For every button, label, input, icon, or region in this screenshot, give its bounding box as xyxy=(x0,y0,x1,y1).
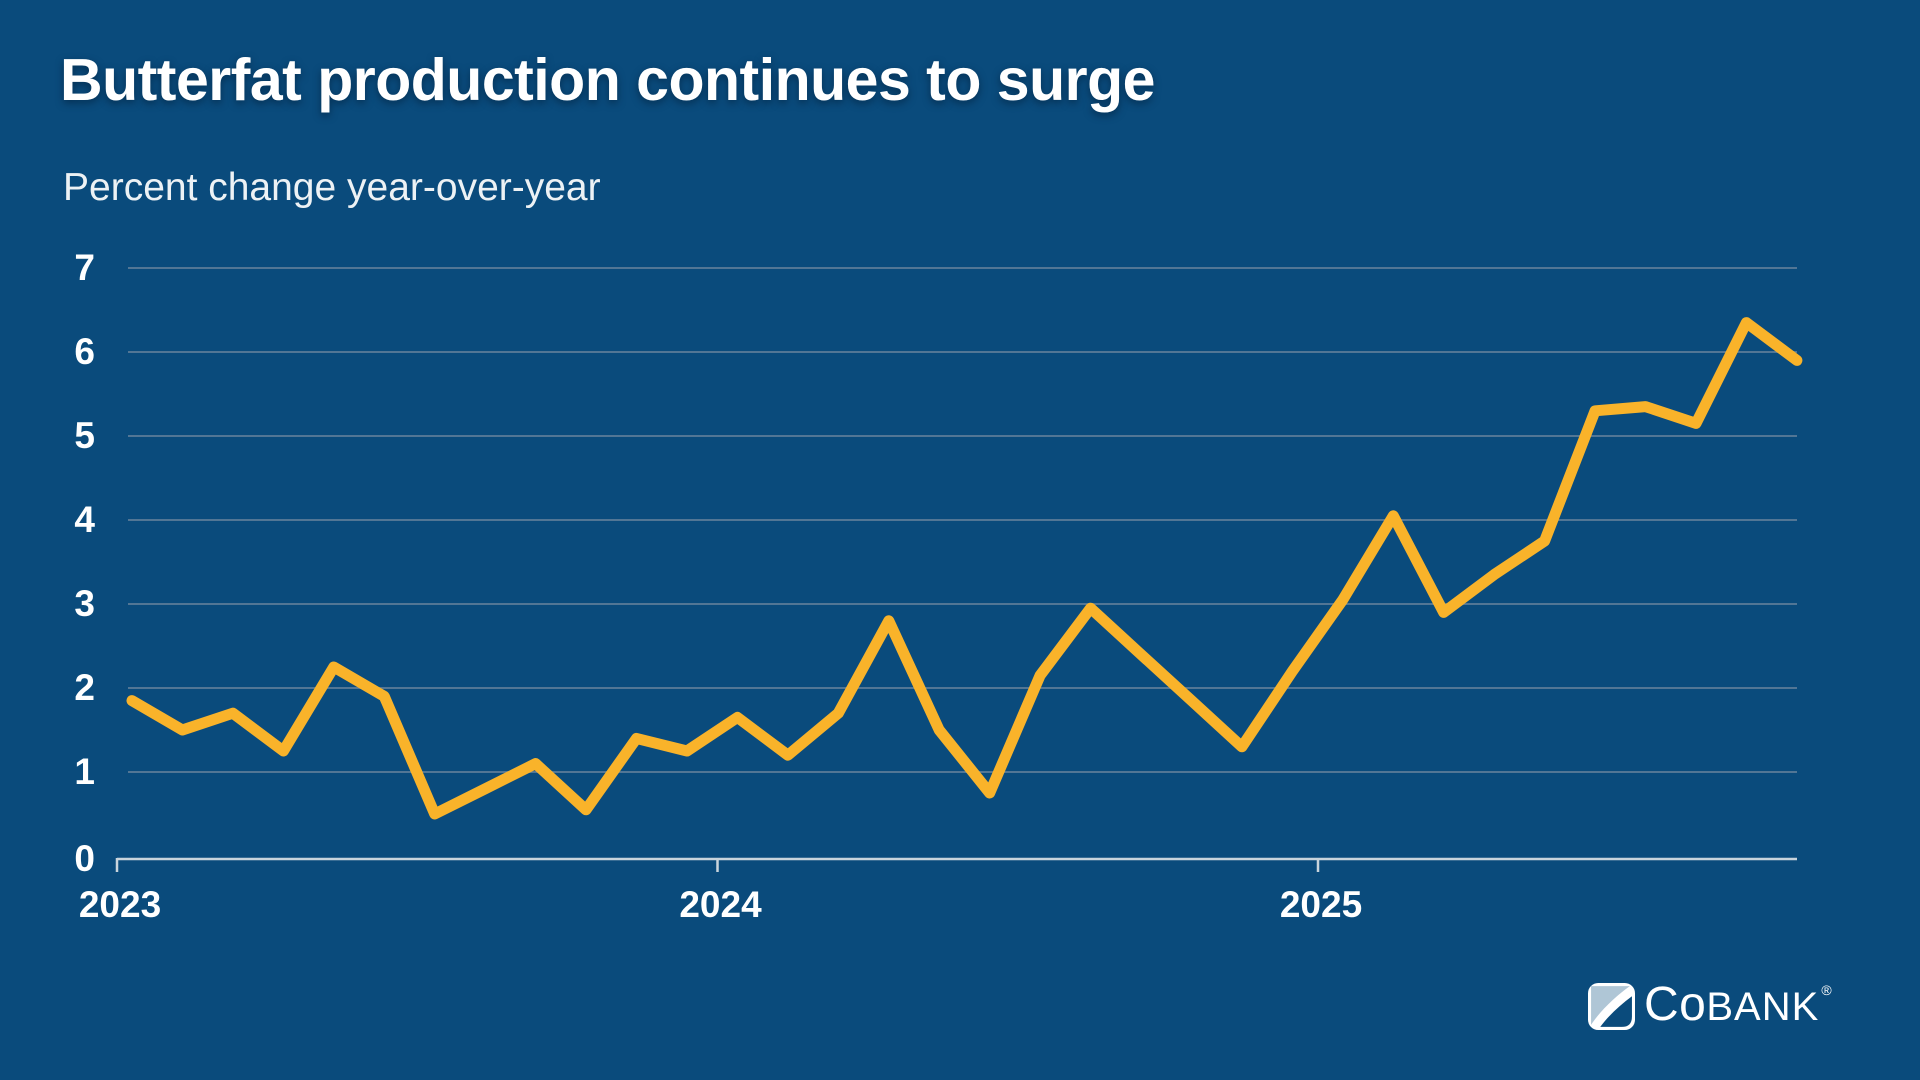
data-series-line xyxy=(126,317,1803,820)
x-tick-label: 2025 xyxy=(1279,884,1363,925)
y-tick-label: 0 xyxy=(74,838,95,879)
y-tick-label: 1 xyxy=(74,751,95,792)
y-tick-label: 5 xyxy=(74,415,95,456)
gridlines xyxy=(128,267,1797,773)
y-tick-label: 7 xyxy=(74,247,95,288)
logo-letters-bank: BANK xyxy=(1706,985,1820,1029)
chart-title: Butterfat production continues to surge xyxy=(60,47,1155,113)
y-tick-label: 6 xyxy=(74,331,95,372)
x-tick-label: 2024 xyxy=(679,884,762,925)
logo-letter-c: C xyxy=(1644,978,1680,1031)
y-tick-label: 3 xyxy=(74,583,95,624)
registered-mark: ® xyxy=(1821,982,1833,998)
cobank-logo-icon xyxy=(1588,983,1635,1030)
y-tick-label: 2 xyxy=(74,667,95,708)
x-tick-label: 2023 xyxy=(78,884,162,925)
x-axis xyxy=(115,857,1797,872)
logo-letter-o: o xyxy=(1679,978,1707,1031)
y-tick-label: 4 xyxy=(74,499,95,540)
chart-subtitle: Percent change year-over-year xyxy=(63,166,601,209)
